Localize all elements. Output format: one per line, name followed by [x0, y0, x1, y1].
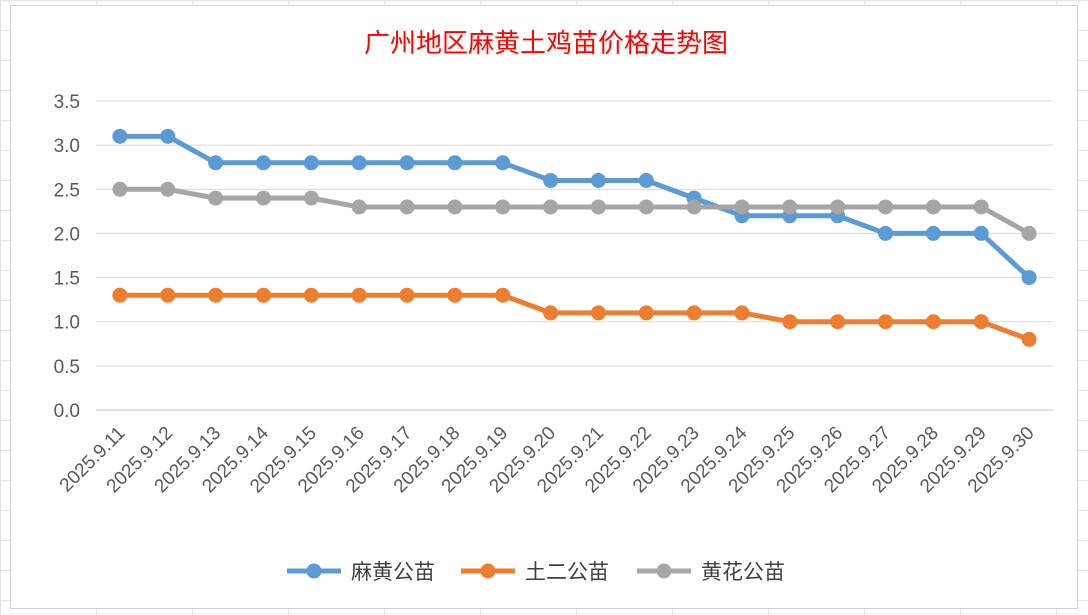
data-point[interactable]	[303, 190, 319, 206]
data-point[interactable]	[399, 287, 415, 303]
legend-label: 黄花公苗	[701, 560, 785, 584]
data-point[interactable]	[1021, 270, 1037, 286]
data-point[interactable]	[638, 305, 654, 321]
data-point[interactable]	[303, 155, 319, 171]
data-point[interactable]	[734, 305, 750, 321]
series-line	[117, 186, 1032, 236]
data-point[interactable]	[351, 155, 367, 171]
data-point[interactable]	[925, 314, 941, 330]
data-point[interactable]	[590, 172, 606, 188]
data-point[interactable]	[973, 199, 989, 215]
data-point[interactable]	[638, 199, 654, 215]
data-point[interactable]	[878, 314, 894, 330]
x-axis-ticks: 2025.9.112025.9.122025.9.132025.9.142025…	[56, 422, 1039, 497]
data-point[interactable]	[878, 199, 894, 215]
data-point[interactable]	[255, 155, 271, 171]
chart-frame[interactable]	[10, 5, 1078, 609]
y-tick-label: 0.0	[54, 401, 80, 422]
data-point[interactable]	[303, 287, 319, 303]
y-axis-ticks: 0.0 0.5 1.0 1.5 2.0 2.5 3.0 3.5	[54, 92, 80, 422]
data-point[interactable]	[495, 287, 511, 303]
series-1	[112, 128, 1037, 286]
legend-label: 土二公苗	[525, 560, 609, 584]
data-point[interactable]	[351, 287, 367, 303]
legend-item[interactable]: 土二公苗	[461, 560, 609, 584]
data-point[interactable]	[112, 128, 128, 144]
data-point[interactable]	[255, 190, 271, 206]
data-point[interactable]	[399, 199, 415, 215]
data-point[interactable]	[1021, 225, 1037, 241]
data-point[interactable]	[160, 128, 176, 144]
series-2	[112, 287, 1037, 347]
legend-swatch-marker	[306, 563, 322, 579]
data-point[interactable]	[399, 155, 415, 171]
data-point[interactable]	[686, 199, 702, 215]
data-point[interactable]	[925, 199, 941, 215]
legend: 麻黄公苗 土二公苗 黄花公苗	[287, 560, 785, 584]
legend-swatch-marker	[656, 563, 672, 579]
data-point[interactable]	[208, 287, 224, 303]
data-point[interactable]	[447, 155, 463, 171]
data-point[interactable]	[208, 155, 224, 171]
y-tick-label: 1.5	[54, 269, 80, 290]
data-point[interactable]	[925, 225, 941, 241]
legend-label: 麻黄公苗	[351, 560, 435, 584]
data-point[interactable]	[543, 172, 559, 188]
data-point[interactable]	[351, 199, 367, 215]
data-point[interactable]	[112, 181, 128, 197]
data-point[interactable]	[782, 199, 798, 215]
data-point[interactable]	[208, 190, 224, 206]
y-tick-label: 3.0	[54, 136, 80, 157]
gridlines	[96, 100, 1053, 411]
y-tick-label: 2.0	[54, 224, 80, 245]
data-point[interactable]	[447, 199, 463, 215]
data-point[interactable]	[973, 314, 989, 330]
data-point[interactable]	[830, 199, 846, 215]
data-point[interactable]	[543, 199, 559, 215]
data-point[interactable]	[255, 287, 271, 303]
legend-item[interactable]: 黄花公苗	[637, 560, 785, 584]
legend-item[interactable]: 麻黄公苗	[287, 560, 435, 584]
data-point[interactable]	[830, 314, 846, 330]
data-point[interactable]	[590, 305, 606, 321]
data-point[interactable]	[686, 305, 702, 321]
data-point[interactable]	[782, 314, 798, 330]
legend-swatch-marker	[480, 563, 496, 579]
data-point[interactable]	[638, 172, 654, 188]
data-point[interactable]	[734, 199, 750, 215]
y-tick-label: 3.5	[54, 92, 80, 113]
data-point[interactable]	[112, 287, 128, 303]
data-point[interactable]	[495, 155, 511, 171]
data-point[interactable]	[973, 225, 989, 241]
y-tick-label: 1.0	[54, 313, 80, 334]
series-line	[117, 292, 1032, 342]
data-point[interactable]	[160, 287, 176, 303]
data-point[interactable]	[543, 305, 559, 321]
chart-title: 广州地区麻黄土鸡苗价格走势图	[364, 29, 728, 59]
data-point[interactable]	[1021, 331, 1037, 347]
series-3	[112, 181, 1037, 241]
data-point[interactable]	[447, 287, 463, 303]
data-point[interactable]	[160, 181, 176, 197]
data-point[interactable]	[495, 199, 511, 215]
series-layer	[112, 128, 1037, 347]
y-tick-label: 2.5	[54, 180, 80, 201]
data-point[interactable]	[590, 199, 606, 215]
data-point[interactable]	[878, 225, 894, 241]
y-tick-label: 0.5	[54, 357, 80, 378]
series-line	[117, 133, 1032, 281]
